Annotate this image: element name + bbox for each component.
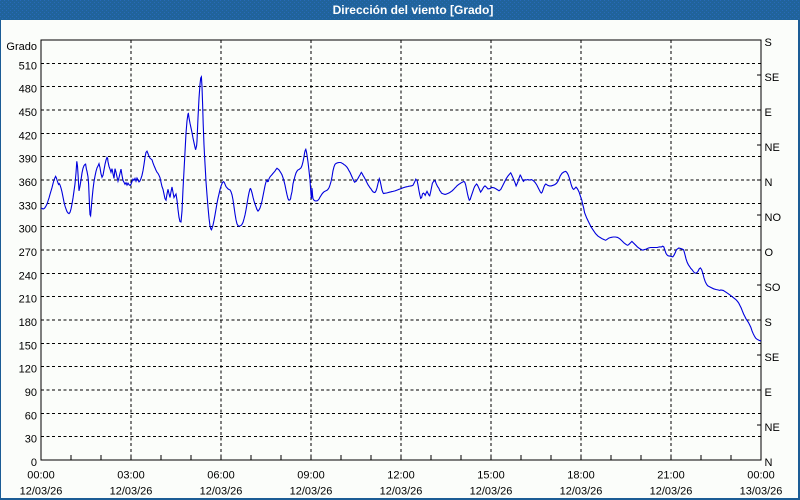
svg-text:360: 360: [19, 177, 37, 189]
svg-text:210: 210: [19, 294, 37, 306]
svg-text:SE: SE: [765, 352, 780, 364]
svg-text:12/03/26: 12/03/26: [200, 486, 243, 498]
svg-text:420: 420: [19, 130, 37, 142]
svg-text:300: 300: [19, 224, 37, 236]
svg-text:E: E: [765, 107, 772, 119]
svg-text:21:00: 21:00: [657, 470, 685, 482]
svg-text:N: N: [765, 457, 773, 469]
svg-text:0: 0: [31, 457, 37, 469]
svg-text:Grado: Grado: [6, 41, 37, 53]
svg-text:O: O: [765, 247, 774, 259]
svg-text:30: 30: [25, 434, 37, 446]
svg-text:240: 240: [19, 270, 37, 282]
svg-text:12/03/26: 12/03/26: [650, 486, 693, 498]
svg-text:12/03/26: 12/03/26: [470, 486, 513, 498]
svg-text:12:00: 12:00: [387, 470, 415, 482]
svg-text:18:00: 18:00: [567, 470, 595, 482]
svg-text:12/03/26: 12/03/26: [560, 486, 603, 498]
svg-text:150: 150: [19, 340, 37, 352]
svg-text:00:00: 00:00: [747, 470, 775, 482]
svg-text:SO: SO: [765, 282, 781, 294]
svg-text:180: 180: [19, 317, 37, 329]
svg-text:06:00: 06:00: [207, 470, 235, 482]
svg-text:12/03/26: 12/03/26: [380, 486, 423, 498]
svg-text:Dirección del viento [Grado]: Dirección del viento [Grado]: [333, 3, 494, 17]
svg-text:330: 330: [19, 200, 37, 212]
svg-text:S: S: [765, 37, 772, 49]
svg-text:90: 90: [25, 387, 37, 399]
svg-text:390: 390: [19, 154, 37, 166]
svg-text:12/03/26: 12/03/26: [290, 486, 333, 498]
svg-text:480: 480: [19, 84, 37, 96]
svg-text:270: 270: [19, 247, 37, 259]
svg-text:15:00: 15:00: [477, 470, 505, 482]
svg-text:SE: SE: [765, 72, 780, 84]
svg-text:S: S: [765, 317, 772, 329]
svg-text:NO: NO: [765, 212, 782, 224]
svg-text:03:00: 03:00: [117, 470, 145, 482]
svg-text:450: 450: [19, 107, 37, 119]
svg-text:NE: NE: [765, 142, 780, 154]
svg-text:13/03/26: 13/03/26: [740, 486, 783, 498]
svg-text:09:00: 09:00: [297, 470, 325, 482]
svg-text:60: 60: [25, 410, 37, 422]
svg-text:00:00: 00:00: [27, 470, 55, 482]
svg-text:12/03/26: 12/03/26: [110, 486, 153, 498]
svg-text:NE: NE: [765, 422, 780, 434]
svg-text:E: E: [765, 387, 772, 399]
svg-text:N: N: [765, 177, 773, 189]
svg-text:510: 510: [19, 60, 37, 72]
svg-text:120: 120: [19, 364, 37, 376]
svg-text:12/03/26: 12/03/26: [20, 486, 63, 498]
